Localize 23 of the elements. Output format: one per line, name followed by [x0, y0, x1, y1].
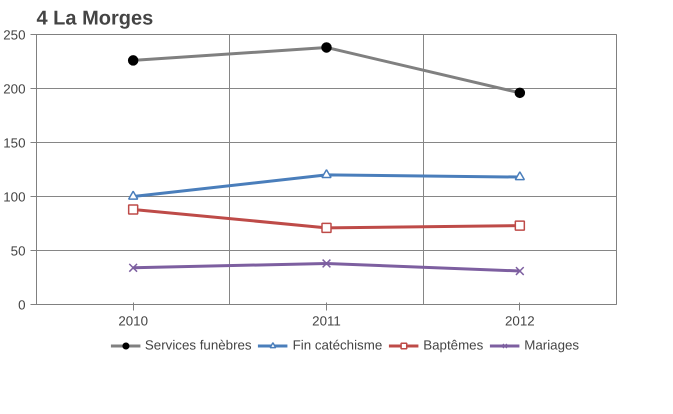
x-tick-label: 2011 — [312, 314, 341, 328]
legend-label: Fin catéchisme — [292, 338, 382, 352]
y-tick-label: 250 — [3, 28, 26, 42]
point — [321, 222, 332, 234]
point — [128, 204, 138, 215]
y-tick-label: 200 — [3, 82, 26, 96]
point — [514, 220, 526, 231]
point — [515, 266, 524, 276]
point — [514, 171, 526, 180]
y-tick-label: 150 — [3, 136, 26, 150]
y-tick-label: 50 — [10, 244, 26, 258]
point — [321, 168, 332, 178]
legend-label: Mariages — [524, 338, 580, 352]
legend-label: Services funèbres — [144, 338, 252, 352]
legend-label: Baptêmes — [423, 338, 484, 352]
point — [322, 258, 332, 268]
chart-title: 4 La Morges — [36, 8, 154, 30]
y-tick-label: 0 — [18, 298, 26, 312]
x-tick-label: 2010 — [118, 314, 148, 328]
point — [128, 190, 138, 200]
point — [128, 263, 138, 272]
x-tick-label: 2012 — [505, 314, 535, 328]
y-tick-label: 100 — [3, 190, 26, 204]
